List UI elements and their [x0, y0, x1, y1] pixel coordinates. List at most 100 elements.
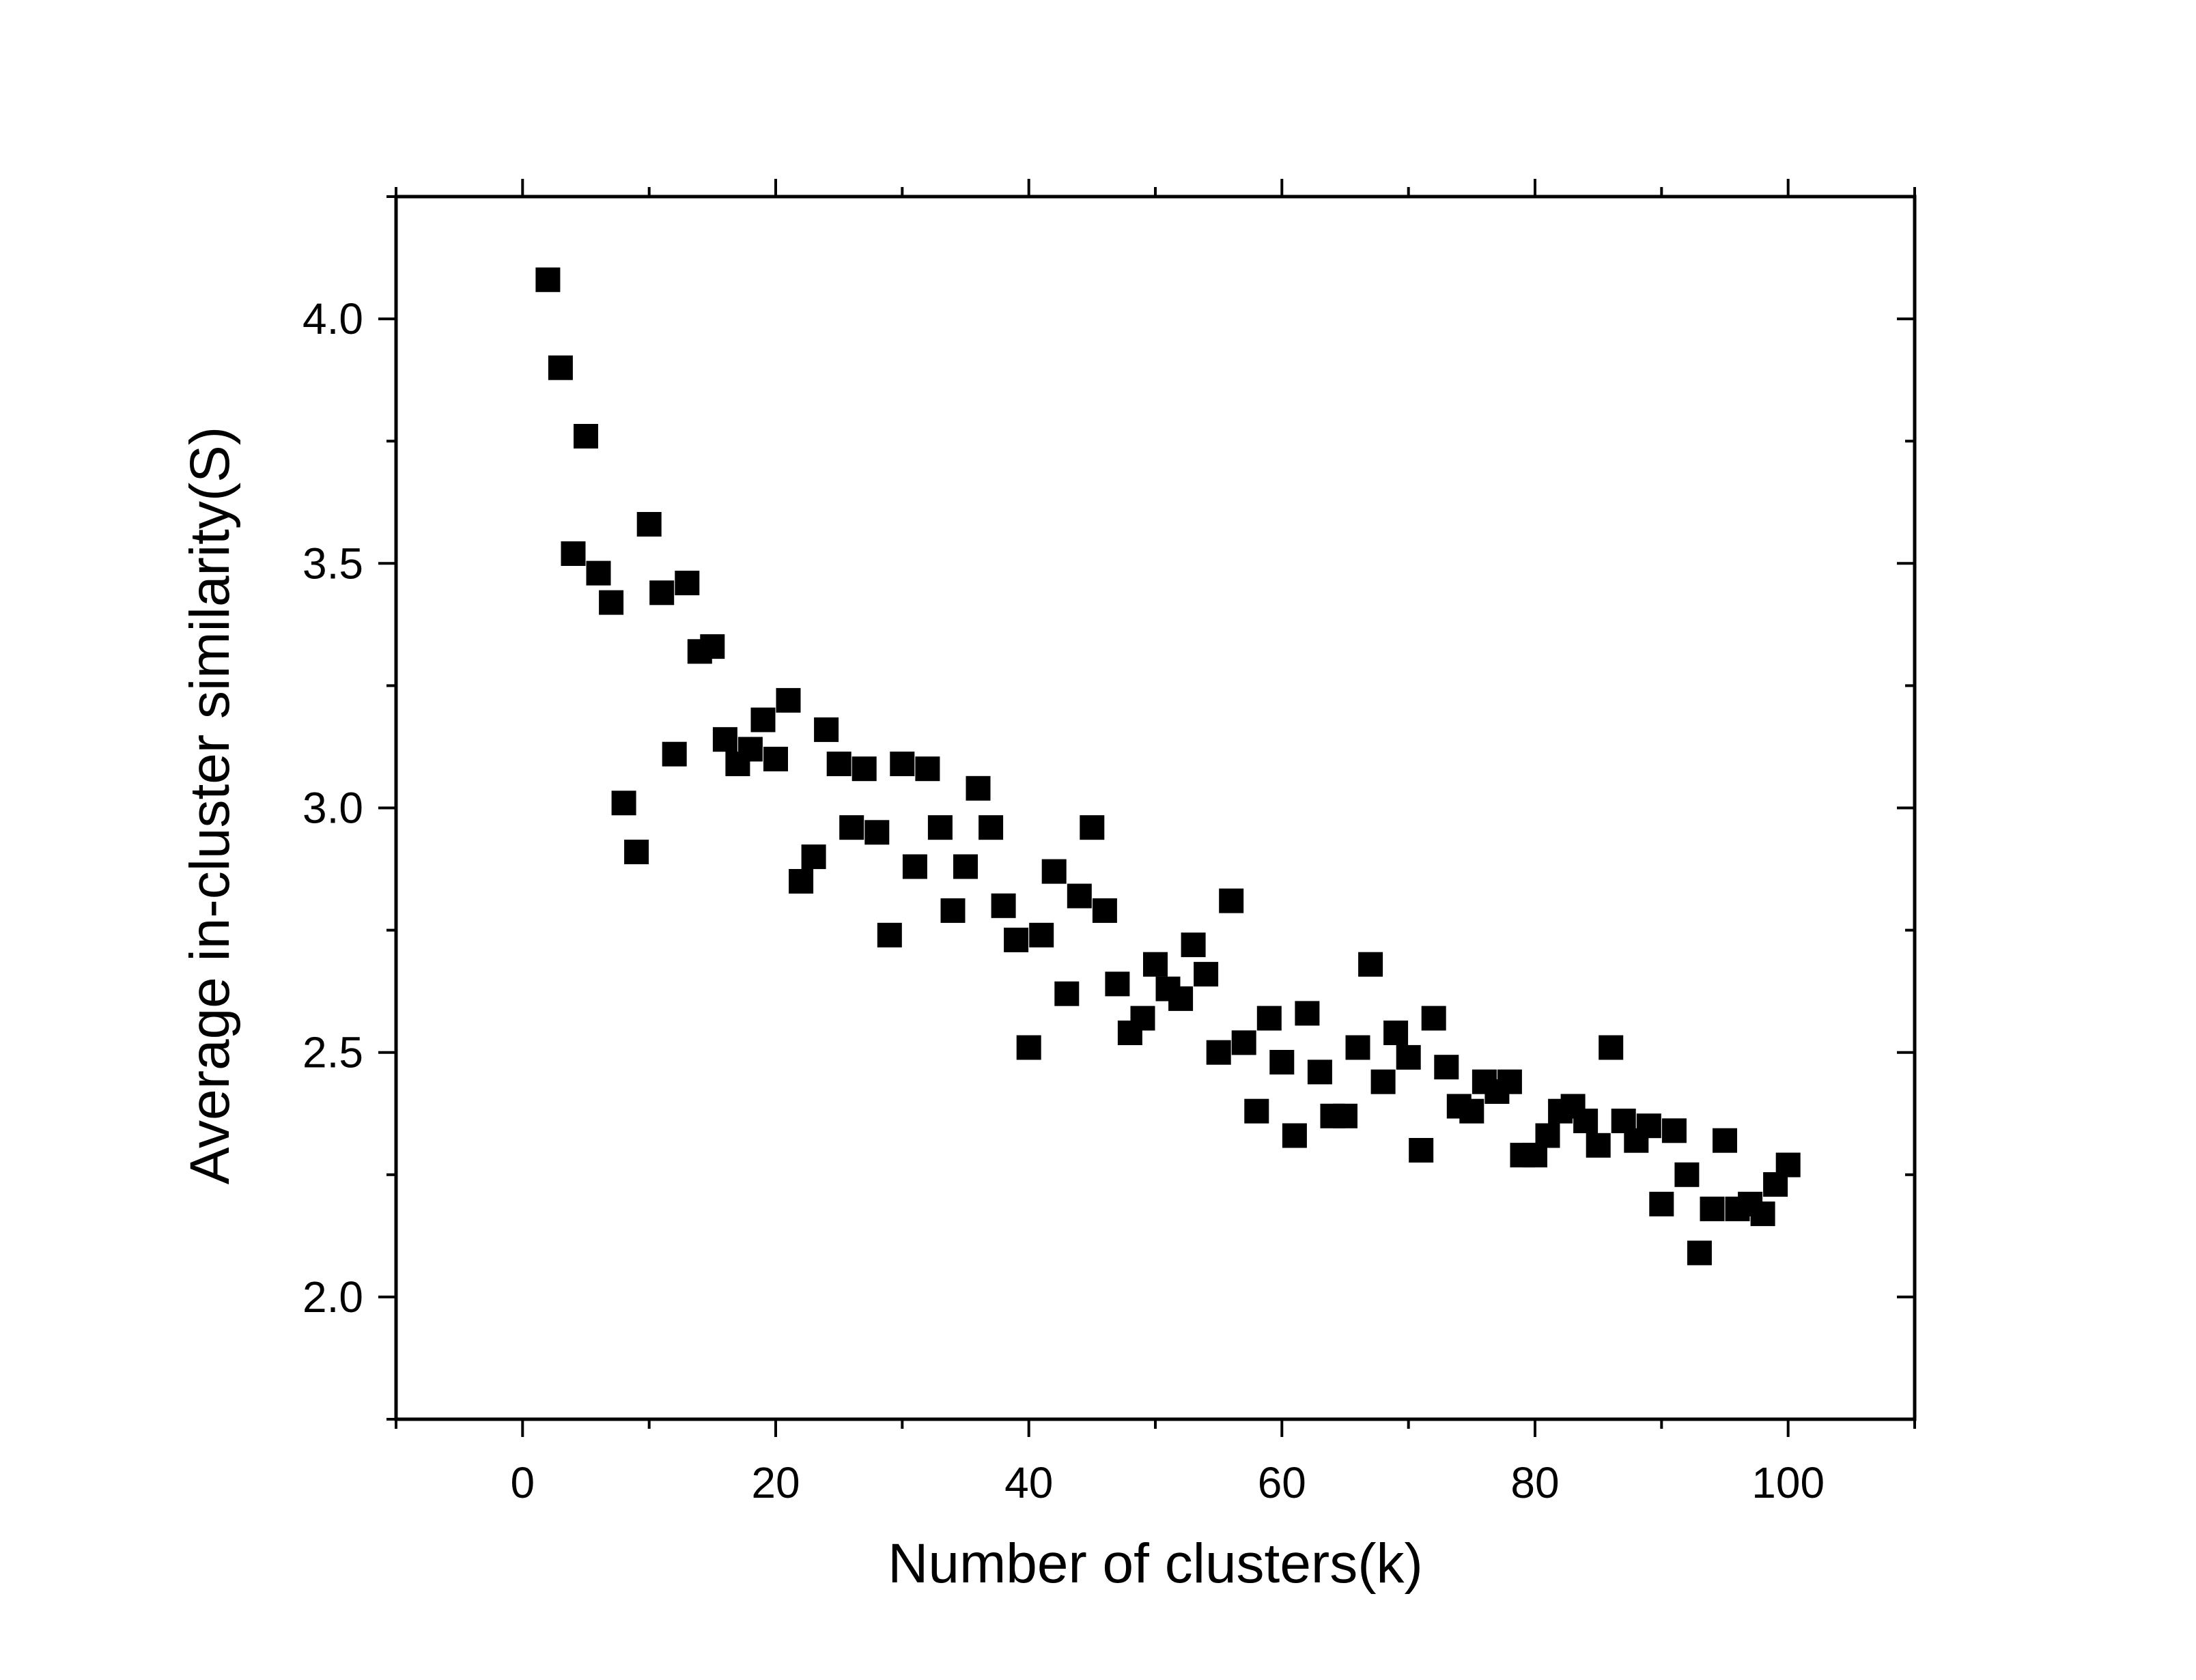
data-point — [1599, 1035, 1624, 1060]
data-point — [1661, 1118, 1687, 1143]
data-point — [1029, 922, 1054, 948]
y-tick-label: 3.0 — [302, 784, 363, 833]
data-point — [662, 741, 687, 767]
data-point — [902, 854, 927, 879]
data-point — [851, 756, 877, 782]
data-point — [1383, 1021, 1409, 1045]
data-point — [1282, 1123, 1307, 1148]
data-point — [737, 737, 763, 762]
data-point — [927, 815, 953, 840]
data-point — [1358, 952, 1383, 977]
data-point — [991, 893, 1016, 918]
data-point — [1345, 1035, 1370, 1060]
data-point — [1016, 1035, 1041, 1060]
data-point — [1004, 927, 1029, 952]
y-tick-label: 2.5 — [302, 1028, 363, 1077]
x-tick-label: 80 — [1510, 1458, 1559, 1507]
data-point — [1775, 1152, 1801, 1178]
data-point — [1067, 883, 1092, 909]
x-tick-label: 60 — [1258, 1458, 1306, 1507]
data-point — [1256, 1006, 1282, 1031]
data-point — [1307, 1059, 1332, 1085]
data-point — [1231, 1030, 1256, 1055]
data-point — [1130, 1006, 1155, 1031]
data-point — [1168, 986, 1194, 1011]
data-point — [940, 898, 966, 923]
data-point — [1636, 1113, 1661, 1139]
data-point — [1573, 1109, 1599, 1133]
data-point — [624, 840, 649, 864]
data-point — [1244, 1098, 1269, 1124]
data-point — [1713, 1128, 1737, 1153]
data-point — [561, 541, 586, 566]
data-point — [1080, 815, 1105, 840]
data-point — [979, 815, 1004, 840]
data-point — [864, 820, 890, 845]
data-point — [966, 775, 991, 801]
data-point — [915, 756, 940, 782]
data-point — [1181, 932, 1206, 958]
data-point — [1041, 859, 1067, 884]
data-point — [599, 590, 624, 615]
data-point — [1497, 1069, 1522, 1094]
data-point — [636, 512, 662, 537]
x-axis-title: Number of clusters(k) — [888, 1533, 1423, 1595]
data-point — [1396, 1044, 1421, 1070]
data-point — [789, 869, 814, 894]
data-point — [826, 752, 851, 776]
data-point — [1535, 1123, 1560, 1148]
x-tick-label: 20 — [751, 1458, 800, 1507]
data-point — [953, 854, 978, 879]
data-point — [750, 707, 776, 732]
data-point — [586, 560, 611, 586]
y-tick-label: 3.5 — [302, 539, 363, 588]
data-point — [1105, 971, 1130, 997]
data-point — [611, 791, 636, 816]
data-point — [1409, 1138, 1434, 1163]
data-point — [1295, 1001, 1320, 1026]
data-point — [801, 844, 826, 870]
data-point — [839, 815, 864, 840]
data-point — [763, 746, 788, 771]
data-point — [1333, 1103, 1357, 1128]
x-tick-label: 100 — [1751, 1458, 1825, 1507]
data-point — [1194, 962, 1219, 987]
data-point — [1687, 1240, 1712, 1266]
data-point — [776, 687, 801, 713]
data-point — [675, 571, 700, 595]
axes: 0 20 40 60 80 100 2.0 2.5 3.0 3.5 4.0 — [302, 179, 1917, 1507]
data-point — [1219, 888, 1244, 913]
data-point — [1054, 981, 1080, 1006]
data-point — [1370, 1069, 1396, 1094]
y-tick-label: 4.0 — [302, 294, 363, 343]
data-point — [1092, 898, 1117, 923]
data-point — [1674, 1162, 1700, 1187]
data-point — [1206, 1040, 1231, 1065]
data-point — [1700, 1196, 1725, 1221]
x-tick-label: 40 — [1004, 1458, 1053, 1507]
data-point — [649, 580, 675, 606]
data-point — [877, 922, 902, 948]
data-point — [535, 267, 561, 292]
data-point — [574, 424, 598, 449]
x-tick-label: 0 — [511, 1458, 535, 1507]
data-points — [535, 267, 1801, 1266]
data-point — [1421, 1006, 1446, 1031]
data-point — [890, 752, 915, 776]
data-point — [1586, 1133, 1611, 1158]
y-tick-label: 2.0 — [302, 1272, 363, 1322]
data-point — [814, 717, 839, 742]
data-point — [712, 727, 737, 752]
data-point — [1434, 1055, 1459, 1080]
data-point — [1459, 1098, 1484, 1124]
data-point — [1649, 1191, 1674, 1216]
data-point — [1750, 1201, 1775, 1227]
y-axis-title: Average in-cluster similarity(S) — [179, 427, 241, 1184]
data-point — [1269, 1050, 1295, 1074]
data-point — [548, 355, 573, 380]
data-point — [1143, 952, 1168, 977]
data-point — [700, 634, 725, 659]
